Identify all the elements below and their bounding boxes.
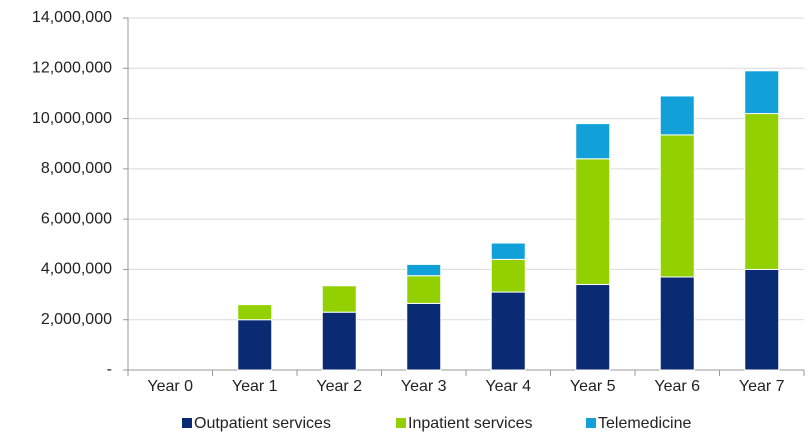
- bar-segment: [406, 302, 442, 371]
- legend-swatch: [586, 418, 596, 428]
- x-tick-label: Year 4: [485, 378, 531, 395]
- x-tick-label: Year 6: [654, 378, 700, 395]
- bar-segment: [659, 134, 695, 278]
- bar-segment: [659, 276, 695, 371]
- legend-label: Inpatient services: [408, 415, 533, 432]
- bar-segment: [575, 158, 611, 286]
- y-tick-label: 14,000,000: [32, 9, 112, 26]
- x-tick-label: Year 1: [232, 378, 278, 395]
- x-tick-label: Year 0: [147, 378, 193, 395]
- bar-segment: [490, 258, 526, 293]
- bar-segment: [237, 319, 273, 371]
- y-tick-label: 6,000,000: [41, 210, 112, 227]
- bar-segment: [744, 113, 780, 270]
- x-tick-label: Year 2: [316, 378, 362, 395]
- bar-segment: [321, 311, 357, 371]
- x-tick-label: Year 7: [739, 378, 785, 395]
- y-tick-label: 10,000,000: [32, 110, 112, 127]
- x-tick-label: Year 3: [401, 378, 447, 395]
- bar-segment: [575, 284, 611, 371]
- bar-segment: [659, 95, 695, 136]
- legend-label: Outpatient services: [194, 415, 331, 432]
- bar-segment: [406, 275, 442, 304]
- legend-swatch: [182, 418, 192, 428]
- bar-segment: [321, 285, 357, 313]
- bar-segment: [490, 291, 526, 371]
- bar-segment: [490, 242, 526, 260]
- y-tick-label: 8,000,000: [41, 160, 112, 177]
- bar-segment: [237, 304, 273, 321]
- legend-swatch: [396, 418, 406, 428]
- y-tick-label: 2,000,000: [41, 311, 112, 328]
- y-tick-label: 4,000,000: [41, 261, 112, 278]
- bar-segment: [744, 268, 780, 371]
- legend-label: Telemedicine: [598, 415, 691, 432]
- y-tick-label: 12,000,000: [32, 60, 112, 77]
- bar-segment: [575, 123, 611, 160]
- bar-segment: [744, 70, 780, 115]
- x-tick-label: Year 5: [570, 378, 616, 395]
- y-tick-label: -: [107, 361, 112, 378]
- bar-segment: [406, 263, 442, 277]
